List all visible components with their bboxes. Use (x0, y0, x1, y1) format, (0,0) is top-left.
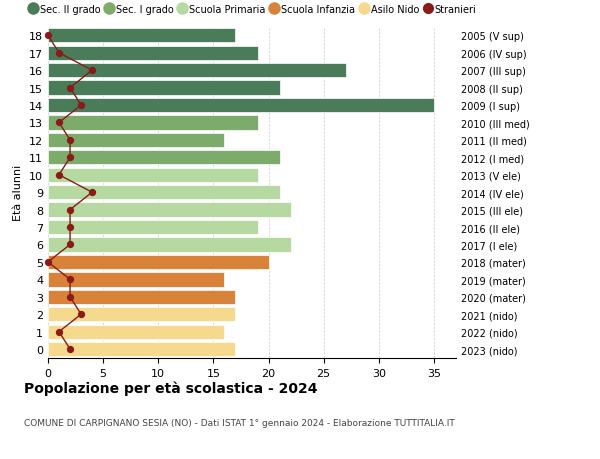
Bar (48, 64, 346, 78)
Bar (48, 255, 269, 269)
Bar (48, 220, 257, 235)
Point (88, 189, 97, 196)
Bar (48, 46, 257, 61)
Text: COMUNE DI CARPIGNANO SESIA (NO) - Dati ISTAT 1° gennaio 2024 - Elaborazione TUTT: COMUNE DI CARPIGNANO SESIA (NO) - Dati I… (24, 418, 455, 427)
Point (76, 102, 86, 110)
Bar (48, 29, 235, 43)
Bar (48, 99, 434, 113)
Bar (48, 151, 280, 165)
Bar (48, 116, 257, 130)
Text: Popolazione per età scolastica - 2024: Popolazione per età scolastica - 2024 (24, 381, 317, 396)
Point (65, 293, 75, 301)
Bar (48, 290, 235, 304)
Bar (48, 134, 224, 148)
Point (76, 311, 86, 318)
Legend: Sec. II grado, Sec. I grado, Scuola Primaria, Scuola Infanzia, Asilo Nido, Stran: Sec. II grado, Sec. I grado, Scuola Prim… (29, 5, 476, 15)
Point (65, 137, 75, 144)
Bar (48, 308, 235, 322)
Point (88, 67, 97, 75)
Point (54, 172, 64, 179)
Point (43, 259, 53, 266)
Bar (48, 325, 224, 339)
Point (54, 328, 64, 336)
Point (43, 33, 53, 40)
Point (54, 50, 64, 57)
Bar (48, 238, 290, 252)
Point (65, 154, 75, 162)
Bar (48, 273, 224, 287)
Bar (48, 81, 280, 95)
Point (65, 241, 75, 249)
Point (54, 119, 64, 127)
Bar (48, 168, 257, 183)
Point (65, 224, 75, 231)
Y-axis label: Età alunni: Età alunni (13, 165, 23, 221)
Point (65, 85, 75, 92)
Bar (48, 203, 290, 217)
Point (65, 207, 75, 214)
Point (65, 276, 75, 283)
Bar (48, 342, 235, 357)
Point (65, 346, 75, 353)
Bar (48, 185, 280, 200)
